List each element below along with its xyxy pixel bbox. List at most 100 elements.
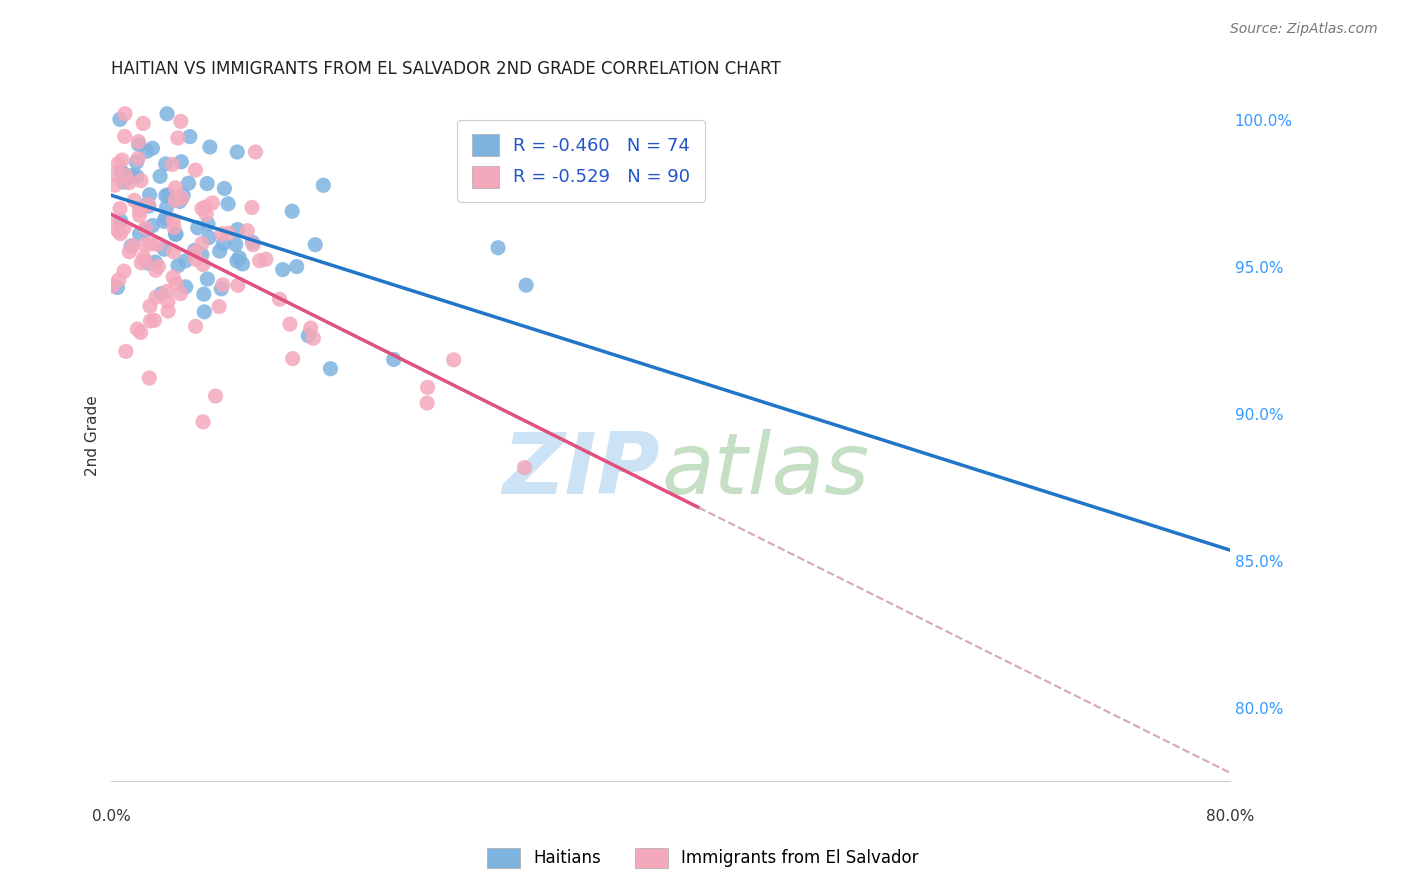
Point — [208, 244, 231, 259]
Point — [312, 178, 335, 193]
Point — [197, 217, 219, 231]
Point — [416, 380, 439, 394]
Point — [231, 257, 253, 271]
Point — [125, 169, 148, 184]
Point — [416, 396, 439, 410]
Point — [110, 164, 132, 178]
Point — [118, 176, 141, 190]
Point — [191, 236, 214, 251]
Point — [193, 287, 215, 301]
Point — [156, 187, 179, 202]
Point — [184, 163, 207, 178]
Point — [170, 192, 193, 206]
Point — [245, 145, 267, 159]
Point — [319, 361, 342, 376]
Point — [486, 241, 509, 255]
Point — [120, 239, 142, 253]
Point — [201, 196, 224, 211]
Point — [166, 131, 188, 145]
Point — [155, 211, 177, 226]
Point — [114, 169, 136, 183]
Point — [138, 371, 160, 385]
Point — [165, 194, 187, 208]
Point — [104, 178, 127, 193]
Point — [204, 389, 226, 403]
Point — [108, 202, 131, 216]
Point — [165, 277, 187, 291]
Point — [101, 214, 124, 228]
Point — [146, 237, 169, 252]
Point — [515, 278, 537, 293]
Legend: R = -0.460   N = 74, R = -0.529   N = 90: R = -0.460 N = 74, R = -0.529 N = 90 — [457, 120, 704, 202]
Point — [225, 253, 247, 268]
Point — [138, 197, 160, 211]
Point — [121, 239, 143, 253]
Point — [177, 176, 200, 190]
Point — [111, 153, 134, 167]
Point — [187, 220, 209, 235]
Point — [184, 252, 207, 267]
Point — [156, 107, 179, 121]
Point — [120, 170, 142, 185]
Point — [513, 460, 536, 475]
Point — [104, 167, 127, 181]
Point — [240, 201, 263, 215]
Point — [198, 230, 221, 244]
Point — [108, 272, 131, 286]
Point — [174, 253, 197, 268]
Point — [162, 244, 184, 259]
Text: 80.0%: 80.0% — [1205, 809, 1254, 823]
Point — [278, 317, 301, 331]
Point — [217, 226, 239, 240]
Point — [191, 258, 214, 272]
Y-axis label: 2nd Grade: 2nd Grade — [86, 395, 100, 476]
Point — [128, 202, 150, 217]
Point — [225, 237, 247, 252]
Point — [134, 237, 156, 252]
Point — [136, 256, 159, 270]
Point — [249, 253, 271, 268]
Point — [129, 173, 152, 187]
Point — [141, 141, 163, 155]
Point — [191, 202, 214, 216]
Point — [165, 227, 187, 241]
Point — [169, 194, 191, 209]
Point — [107, 223, 129, 237]
Point — [162, 157, 184, 171]
Point — [145, 290, 167, 304]
Point — [214, 181, 236, 195]
Point — [149, 169, 172, 184]
Point — [155, 157, 177, 171]
Text: 0.0%: 0.0% — [91, 809, 131, 823]
Point — [211, 277, 233, 292]
Point — [112, 175, 135, 189]
Point — [110, 227, 132, 241]
Point — [165, 227, 187, 242]
Point — [127, 152, 149, 166]
Point — [128, 208, 150, 222]
Text: HAITIAN VS IMMIGRANTS FROM EL SALVADOR 2ND GRADE CORRELATION CHART: HAITIAN VS IMMIGRANTS FROM EL SALVADOR 2… — [111, 60, 782, 78]
Point — [226, 278, 249, 293]
Point — [110, 214, 132, 228]
Point — [209, 282, 232, 296]
Point — [157, 304, 180, 318]
Point — [132, 116, 155, 130]
Point — [138, 187, 160, 202]
Point — [114, 129, 136, 144]
Point — [236, 224, 259, 238]
Point — [382, 352, 405, 367]
Point — [156, 294, 179, 309]
Point — [281, 351, 304, 366]
Point — [269, 292, 291, 306]
Point — [112, 220, 135, 235]
Point — [145, 263, 167, 277]
Point — [172, 188, 194, 202]
Point — [139, 299, 162, 313]
Point — [134, 221, 156, 235]
Point — [162, 213, 184, 227]
Point — [169, 286, 191, 301]
Text: Source: ZipAtlas.com: Source: ZipAtlas.com — [1230, 22, 1378, 37]
Point — [304, 237, 326, 252]
Point — [135, 145, 157, 159]
Point — [112, 264, 135, 278]
